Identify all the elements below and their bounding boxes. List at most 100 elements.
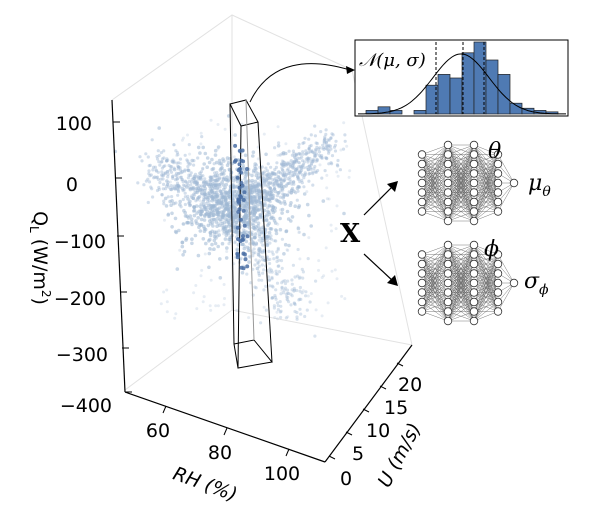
neuron [443, 197, 453, 207]
scatter-point [266, 162, 270, 166]
scatter-point [138, 155, 142, 159]
scatter-point [265, 174, 269, 179]
scatter-point [210, 194, 214, 199]
scatter-point [271, 205, 276, 210]
scatter-point [296, 247, 300, 252]
scatter-point [285, 162, 289, 166]
scatter-point [292, 166, 296, 170]
scatter-point [242, 223, 247, 228]
scatter-point [189, 195, 194, 199]
scatter-point [329, 161, 333, 165]
scatter-point [219, 220, 223, 224]
scatter-point [195, 211, 199, 215]
scatter-point [329, 136, 333, 140]
scatter-point [246, 213, 251, 217]
scatter-point [246, 206, 250, 210]
scatter-point [172, 161, 176, 165]
scatter-point [305, 151, 309, 155]
scatter-point [202, 207, 207, 211]
scatter-point [309, 166, 313, 170]
scatter-point [313, 134, 317, 138]
scatter-point [273, 187, 277, 191]
scatter-point [146, 155, 150, 159]
neuron [443, 307, 453, 316]
neuron [493, 159, 503, 169]
scatter-point [160, 170, 164, 174]
scatter-point [200, 184, 204, 188]
scatter-point [308, 156, 312, 161]
scatter-point [258, 232, 262, 236]
scatter-point [196, 190, 200, 193]
scatter-point [309, 159, 313, 163]
scatter-point [257, 194, 261, 198]
scatter-point [215, 190, 219, 195]
scatter-point [273, 221, 278, 225]
scatter-point [239, 170, 243, 175]
scatter-point [253, 195, 257, 199]
scatter-point [279, 189, 283, 193]
scatter-point [343, 297, 347, 301]
scatter-point [286, 193, 290, 197]
scatter-point [187, 173, 191, 177]
scatter-point [201, 199, 205, 204]
scatter-point [304, 149, 308, 153]
scatter-point [276, 191, 280, 195]
scatter-point [348, 169, 352, 173]
connection [473, 154, 499, 203]
y-tick-label: 10 [366, 420, 390, 442]
scatter-point [279, 178, 283, 183]
scatter-point [246, 205, 250, 209]
scatter-point [213, 153, 218, 157]
connection [473, 292, 499, 322]
scatter-point [332, 145, 337, 149]
scatter-point [249, 184, 253, 188]
scatter-point [215, 224, 219, 228]
scatter-point [278, 300, 282, 304]
scatter-point [269, 234, 273, 238]
scatter-point [311, 172, 315, 176]
scatter-point [279, 208, 283, 212]
scatter-point [267, 203, 271, 208]
scatter-point [207, 251, 212, 256]
scatter-point [270, 196, 274, 201]
scatter-point [284, 229, 289, 233]
scatter-point [136, 181, 140, 185]
scatter-point [239, 181, 244, 185]
scatter-point [278, 216, 282, 221]
scatter-point [194, 219, 198, 223]
scatter-point [225, 156, 230, 160]
scatter-point [206, 197, 210, 201]
scatter-point [169, 168, 173, 172]
neural-network-bottom [417, 240, 519, 326]
scatter-point [322, 147, 326, 151]
scatter-point [290, 161, 294, 165]
connection [447, 182, 475, 222]
scatter-point [278, 153, 282, 157]
scatter-point [329, 223, 333, 227]
scatter-point [280, 168, 284, 172]
connection [421, 182, 449, 212]
scatter-point [216, 145, 221, 149]
scatter-point [183, 195, 187, 199]
scatter-point [242, 190, 247, 195]
scatter-point [290, 278, 294, 282]
scatter-point [284, 175, 288, 179]
scatter-point [306, 151, 311, 155]
neuron [417, 150, 427, 159]
scatter-point [239, 195, 244, 200]
scatter-point [276, 264, 280, 268]
scatter-point [311, 159, 315, 164]
connection [421, 282, 449, 312]
scatter-point [198, 199, 202, 203]
connection [421, 144, 449, 174]
neuron [417, 259, 427, 269]
scatter-point [247, 254, 252, 258]
scatter-point [154, 168, 158, 172]
scatter-point [162, 164, 166, 169]
scatter-point [183, 184, 187, 188]
scatter-point [201, 145, 205, 150]
scatter-point [324, 143, 328, 148]
connection [421, 244, 449, 293]
scatter-point [276, 308, 280, 312]
scatter-point [270, 296, 274, 300]
